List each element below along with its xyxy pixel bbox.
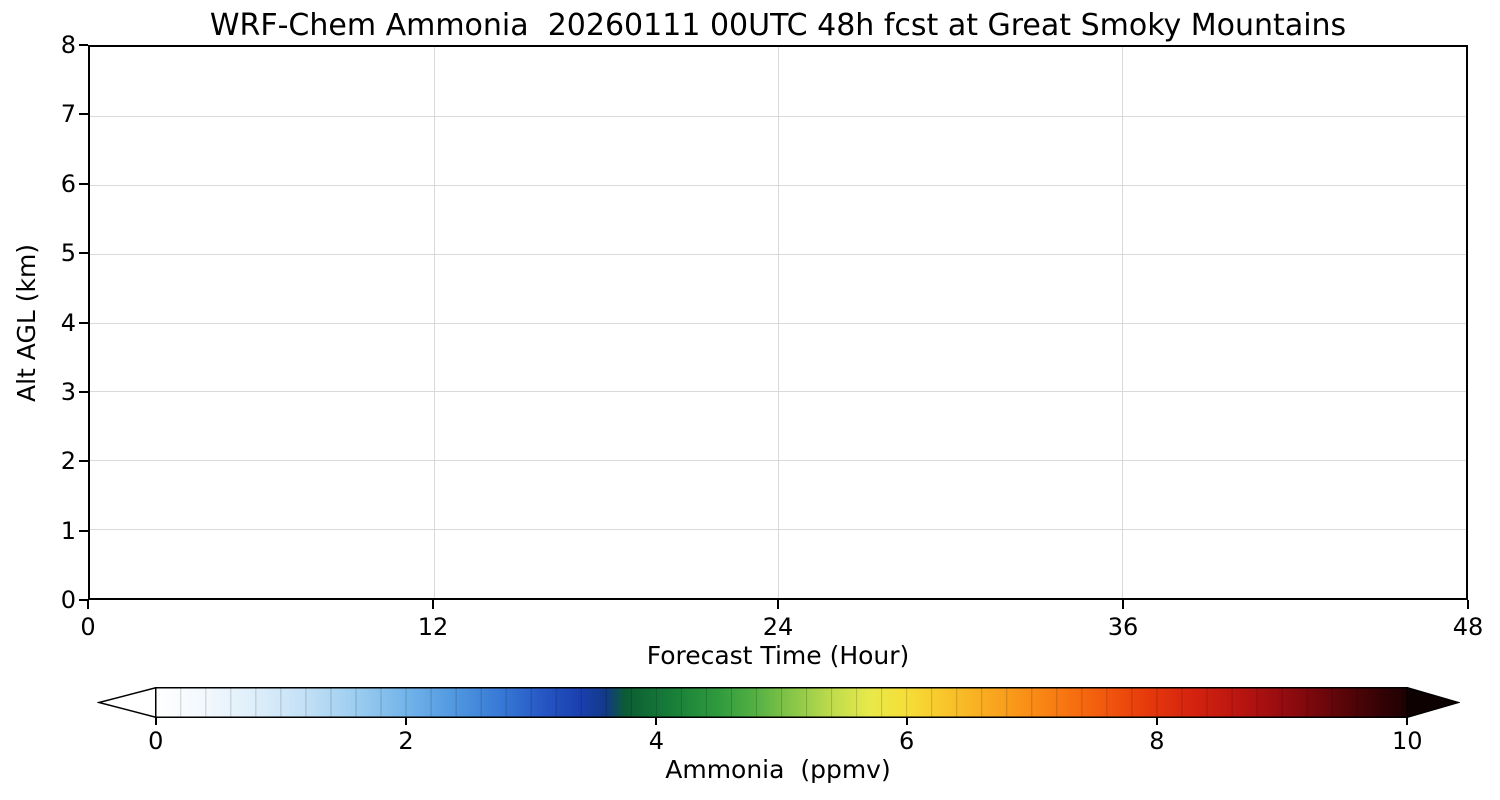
colorbar-tick-label: 2 <box>398 727 414 755</box>
colorbar-tick-mark <box>905 718 908 725</box>
y-tick-mark <box>79 599 88 601</box>
x-tick-mark <box>87 600 89 609</box>
chart-title: WRF-Chem Ammonia 20260111 00UTC 48h fcst… <box>209 8 1347 43</box>
colorbar-svg <box>96 686 1461 719</box>
y-tick-mark <box>79 182 88 185</box>
y-tick-label: 2 <box>60 447 76 476</box>
y-tick-label: 4 <box>60 308 76 337</box>
grid-line-vertical <box>778 47 779 598</box>
colorbar-over-arrow <box>1406 686 1461 719</box>
y-tick-label: 6 <box>60 169 76 198</box>
colorbar-label: Ammonia (ppmv) <box>665 755 891 784</box>
x-tick-mark <box>432 600 434 609</box>
x-tick-mark <box>1122 600 1124 609</box>
y-tick-mark <box>79 321 88 324</box>
x-tick-label: 0 <box>80 613 96 641</box>
colorbar-tick-mark <box>1406 718 1409 725</box>
x-tick-label: 12 <box>417 613 449 641</box>
colorbar-segment-dividers <box>180 687 1383 718</box>
grid-line-vertical <box>434 47 435 598</box>
y-tick-mark <box>79 113 88 116</box>
y-tick-mark <box>79 529 88 532</box>
plot-area <box>88 45 1468 600</box>
x-tick-mark <box>777 600 779 609</box>
x-tick-mark <box>1467 600 1469 609</box>
y-tick-label: 0 <box>60 586 76 614</box>
y-tick-mark <box>79 460 88 463</box>
colorbar-tick-label: 4 <box>648 727 664 755</box>
colorbar <box>96 686 1461 719</box>
x-tick-label: 48 <box>1452 613 1484 641</box>
x-axis-label: Forecast Time (Hour) <box>646 641 910 670</box>
y-tick-mark <box>79 252 88 255</box>
colorbar-tick-mark <box>1155 718 1158 725</box>
colorbar-tick-label: 6 <box>899 727 915 755</box>
colorbar-tick-mark <box>405 718 408 725</box>
x-tick-label: 36 <box>1107 613 1139 641</box>
colorbar-tick-label: 10 <box>1391 727 1423 755</box>
y-tick-label: 8 <box>60 31 76 59</box>
y-tick-label: 7 <box>60 100 76 129</box>
y-tick-label: 3 <box>60 377 76 406</box>
y-tick-mark <box>79 44 88 46</box>
colorbar-tick-label: 8 <box>1149 727 1165 755</box>
y-tick-label: 5 <box>60 239 76 268</box>
colorbar-under-arrow <box>96 686 157 719</box>
colorbar-tick-mark <box>655 718 658 725</box>
x-tick-label: 24 <box>762 613 794 641</box>
grid-line-vertical <box>1122 47 1123 598</box>
colorbar-tick-label: 0 <box>148 727 164 755</box>
y-tick-mark <box>79 390 88 393</box>
colorbar-tick-mark <box>154 718 157 725</box>
y-tick-label: 1 <box>60 516 76 545</box>
